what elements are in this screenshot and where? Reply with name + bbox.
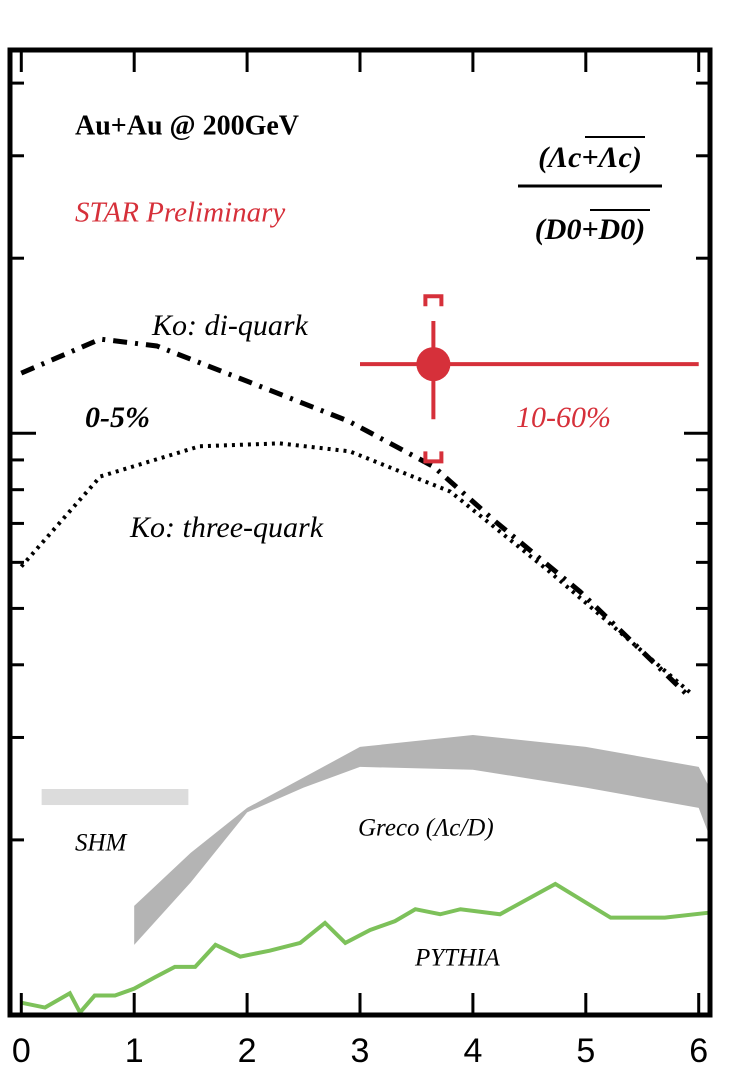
- x-tick-label: 2: [238, 1032, 257, 1070]
- annotation: 10-60%: [516, 401, 611, 434]
- marker: [416, 347, 451, 382]
- annotation: 0-5%: [85, 401, 150, 434]
- series-line: [20, 881, 711, 1017]
- plot-frame: [7, 47, 713, 1018]
- x-tick-label: 5: [576, 1032, 595, 1070]
- series-line: [20, 336, 692, 699]
- hbar: [41, 789, 189, 806]
- ratio-numerator: (Λc+Λc): [538, 141, 642, 174]
- x-tick-label: 4: [463, 1032, 482, 1070]
- series-label: SHM: [75, 830, 128, 857]
- x-tick-label: 1: [125, 1032, 144, 1070]
- series-label: Ko: three-quark: [129, 511, 324, 544]
- x-tick-label: 0: [12, 1032, 31, 1070]
- series-label: Greco (Λc/D): [358, 815, 494, 842]
- x-tick-label: 3: [351, 1032, 370, 1070]
- ratio-denominator: (D0+D0): [535, 213, 645, 246]
- chart-subtitle: STAR Preliminary: [75, 197, 285, 229]
- series-line: [19, 441, 691, 694]
- x-tick-label: 6: [689, 1032, 708, 1070]
- chart-title: Au+Au @ 200GeV: [75, 110, 299, 141]
- series-label: PYTHIA: [414, 945, 500, 972]
- series-label: Ko: di-quark: [151, 309, 309, 342]
- sys-bracket: [423, 294, 444, 464]
